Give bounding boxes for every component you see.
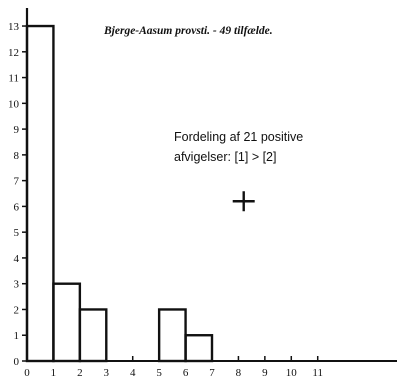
histogram-bar-5-6 xyxy=(157,308,187,363)
x-tick-label-3: 3 xyxy=(104,367,110,379)
y-tick-label-10: 10 xyxy=(8,98,20,110)
histogram-bar-1-2 xyxy=(52,282,82,363)
y-tick-label-11: 11 xyxy=(8,73,19,85)
annotation: Fordeling af 21 positive afvigelser: [1]… xyxy=(174,130,303,164)
x-tick-label-1: 1 xyxy=(51,367,57,379)
x-tick-label-11: 11 xyxy=(312,367,323,379)
plus-marker xyxy=(232,191,255,212)
y-tick-label-9: 9 xyxy=(14,124,20,136)
y-tick-label-8: 8 xyxy=(14,150,20,162)
y-tick-label-1: 1 xyxy=(14,330,20,342)
histogram-bar-2-3 xyxy=(78,308,108,363)
y-tick-label-4: 4 xyxy=(14,253,20,265)
y-tick-label-3: 3 xyxy=(14,279,20,291)
x-tick-label-6: 6 xyxy=(183,367,189,379)
y-tick-label-6: 6 xyxy=(14,201,20,213)
y-tick-label-5: 5 xyxy=(14,227,20,239)
x-tick-label-10: 10 xyxy=(286,367,298,379)
histogram-bars xyxy=(25,24,214,363)
histogram-bar-6-7 xyxy=(184,334,214,363)
x-tick-label-5: 5 xyxy=(156,367,162,379)
axes xyxy=(25,8,397,362)
y-tick-label-0: 0 xyxy=(14,356,20,368)
x-tick-label-4: 4 xyxy=(130,367,136,379)
y-tick-label-7: 7 xyxy=(14,176,20,188)
x-tick-label-2: 2 xyxy=(77,367,83,379)
x-tick-label-8: 8 xyxy=(236,367,242,379)
annotation-line-1: Fordeling af 21 positive xyxy=(174,130,303,144)
x-axis-ticks: 0 1 2 3 4 5 6 7 8 9 10 11 xyxy=(24,356,323,379)
annotation-line-2: afvigelser: [1] > [2] xyxy=(174,150,276,164)
histogram-bar-0-1 xyxy=(25,24,55,363)
y-tick-label-12: 12 xyxy=(8,47,19,59)
y-tick-label-13: 13 xyxy=(8,21,20,33)
chart-title: Bjerge-Aasum provsti. - 49 tilfælde. xyxy=(103,25,273,37)
x-tick-label-7: 7 xyxy=(209,367,215,379)
y-tick-label-2: 2 xyxy=(14,304,20,316)
x-tick-label-0: 0 xyxy=(24,367,30,379)
x-tick-label-9: 9 xyxy=(262,367,268,379)
